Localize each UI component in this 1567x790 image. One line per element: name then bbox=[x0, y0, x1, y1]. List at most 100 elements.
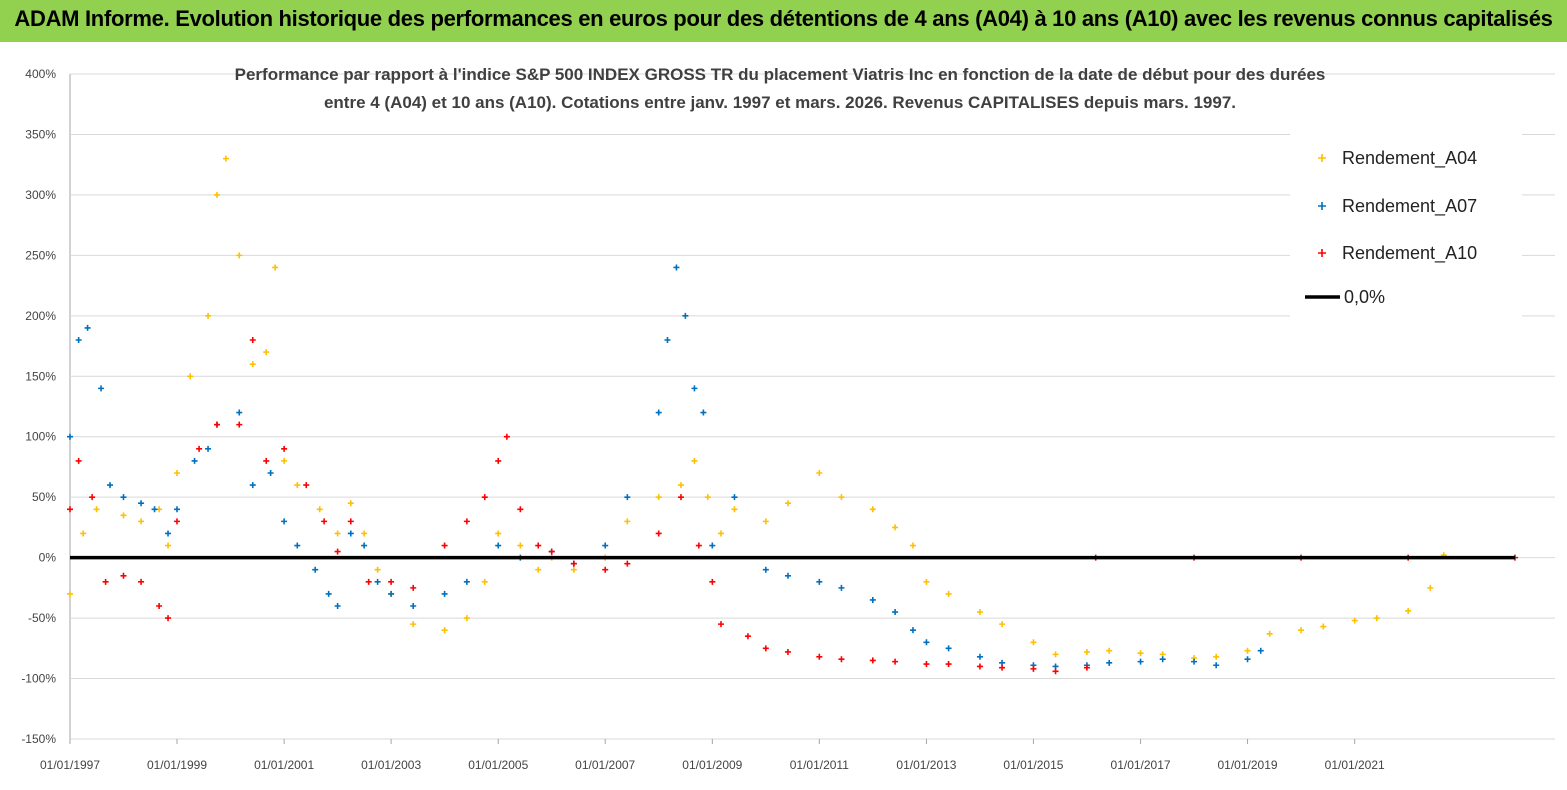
data-point bbox=[165, 542, 172, 549]
data-point bbox=[463, 578, 470, 585]
data-point bbox=[744, 633, 751, 640]
data-point bbox=[923, 661, 930, 668]
y-tick-label: 200% bbox=[25, 309, 56, 323]
data-point bbox=[374, 578, 381, 585]
y-tick-label: 350% bbox=[25, 127, 56, 141]
data-point bbox=[909, 542, 916, 549]
data-point bbox=[441, 627, 448, 634]
data-point bbox=[535, 542, 542, 549]
data-point bbox=[84, 324, 91, 331]
x-tick-label: 01/01/2005 bbox=[468, 758, 528, 772]
data-point bbox=[156, 603, 163, 609]
data-point bbox=[1030, 639, 1037, 646]
data-point bbox=[205, 312, 212, 319]
data-point bbox=[655, 530, 662, 537]
data-point bbox=[1351, 617, 1358, 624]
data-point bbox=[173, 506, 180, 513]
series-Rendement_A04 bbox=[67, 155, 1447, 661]
data-point bbox=[138, 578, 145, 585]
data-point bbox=[816, 578, 823, 585]
data-point bbox=[784, 572, 791, 579]
y-tick-label: 150% bbox=[25, 369, 56, 383]
data-point bbox=[107, 482, 114, 489]
data-point bbox=[173, 518, 180, 525]
data-point bbox=[347, 500, 354, 507]
data-point bbox=[816, 653, 823, 660]
data-point bbox=[410, 603, 417, 609]
legend-marker bbox=[1318, 249, 1326, 257]
data-point bbox=[165, 530, 172, 537]
data-point bbox=[892, 524, 899, 531]
data-point bbox=[655, 409, 662, 416]
data-point bbox=[303, 482, 310, 489]
data-point bbox=[731, 506, 738, 513]
data-point bbox=[1052, 668, 1059, 675]
x-tick-label: 01/01/2017 bbox=[1111, 758, 1171, 772]
data-point bbox=[923, 578, 930, 585]
data-point bbox=[120, 512, 127, 519]
y-tick-label: -100% bbox=[21, 672, 56, 686]
data-point bbox=[838, 584, 845, 591]
data-point bbox=[102, 578, 109, 585]
data-point bbox=[624, 518, 631, 525]
data-point bbox=[361, 542, 368, 549]
data-point bbox=[677, 482, 684, 489]
x-axis-ticks: 01/01/1997 01/01/1999 01/01/2001 01/01/2003… bbox=[40, 758, 1385, 772]
data-point bbox=[695, 542, 702, 549]
report-header: ADAM Informe. Evolution historique des p… bbox=[0, 0, 1567, 43]
data-point bbox=[570, 560, 577, 567]
data-point bbox=[1213, 653, 1220, 660]
data-point bbox=[503, 433, 510, 440]
legend-label: Rendement_A07 bbox=[1342, 196, 1477, 217]
data-point bbox=[1427, 584, 1434, 591]
data-point bbox=[570, 566, 577, 573]
data-point bbox=[213, 421, 220, 428]
data-point bbox=[365, 578, 372, 585]
x-tick-label: 01/01/2007 bbox=[575, 758, 635, 772]
data-point bbox=[463, 518, 470, 525]
data-point bbox=[677, 494, 684, 501]
data-point bbox=[999, 664, 1006, 671]
data-point bbox=[673, 264, 680, 271]
data-point bbox=[602, 566, 609, 573]
data-point bbox=[495, 530, 502, 537]
legend-label: Rendement_A04 bbox=[1342, 148, 1477, 169]
data-point bbox=[334, 530, 341, 537]
data-point bbox=[191, 457, 198, 464]
y-tick-label: 400% bbox=[25, 67, 56, 81]
data-point bbox=[1159, 656, 1166, 663]
data-point bbox=[321, 518, 328, 525]
data-point bbox=[517, 506, 524, 513]
data-point bbox=[388, 590, 395, 597]
data-point bbox=[945, 590, 952, 597]
data-point bbox=[196, 445, 203, 452]
data-point bbox=[784, 648, 791, 655]
data-point bbox=[1052, 651, 1059, 658]
data-point bbox=[236, 252, 243, 259]
data-point bbox=[655, 494, 662, 501]
data-point bbox=[294, 482, 301, 489]
data-point bbox=[762, 566, 769, 573]
data-point bbox=[495, 542, 502, 549]
data-point bbox=[1213, 662, 1220, 669]
data-point bbox=[624, 560, 631, 567]
data-point bbox=[410, 584, 417, 591]
data-point bbox=[138, 500, 145, 507]
y-tick-label: -50% bbox=[28, 611, 56, 625]
data-point bbox=[236, 421, 243, 428]
y-axis-ticks: 400% 350% 300% 250% 200% 150% 100% 50% 0% -50% -10… bbox=[21, 67, 56, 746]
data-point bbox=[691, 385, 698, 392]
data-point bbox=[347, 530, 354, 537]
data-point bbox=[909, 627, 916, 634]
data-point bbox=[709, 542, 716, 549]
data-point bbox=[682, 312, 689, 319]
x-tick-label: 01/01/2019 bbox=[1218, 758, 1278, 772]
data-point bbox=[281, 457, 288, 464]
x-tick-label: 01/01/2013 bbox=[896, 758, 956, 772]
data-point bbox=[316, 506, 323, 513]
series-Rendement_A07 bbox=[67, 264, 1264, 670]
data-point bbox=[294, 542, 301, 549]
data-point bbox=[1320, 623, 1327, 630]
data-point bbox=[923, 639, 930, 646]
data-point bbox=[976, 609, 983, 616]
